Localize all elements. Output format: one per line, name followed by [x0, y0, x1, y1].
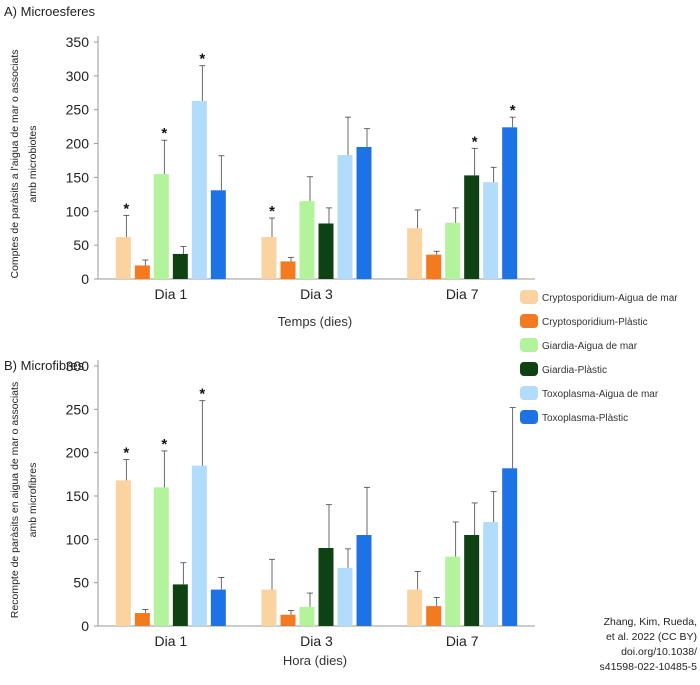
- x-tick-label: Dia 1: [154, 286, 187, 302]
- bar: [407, 228, 423, 279]
- y-tick-label: 150: [66, 169, 90, 185]
- bar: [464, 175, 480, 279]
- bar: [261, 237, 277, 279]
- panel-b-title: B) Microfibres: [4, 358, 85, 373]
- credit-block: Zhang, Kim, Rueda, et al. 2022 (CC BY) d…: [600, 616, 698, 673]
- significance-star: *: [269, 203, 275, 220]
- bar: [356, 146, 372, 279]
- bar: [261, 589, 277, 626]
- bar: [464, 535, 480, 626]
- x-tick-label: Dia 7: [446, 633, 479, 649]
- significance-star: *: [199, 386, 205, 403]
- bar: [115, 237, 131, 279]
- panel-a-title: A) Microesferes: [4, 4, 96, 19]
- credit-line: et al. 2022 (CC BY): [606, 631, 697, 643]
- legend: Cryptosporidium-Aigua de mar Cryptosporid…: [520, 290, 678, 424]
- x-tick-label: Dia 1: [154, 633, 187, 649]
- panel-b-microfibres: B) Microfibres 0 50 100 150 200 250 300 Dia 1 Di…: [4, 358, 535, 668]
- bar: [153, 174, 169, 279]
- legend-swatch: [520, 410, 538, 424]
- bar: [337, 567, 353, 626]
- credit-line: Zhang, Kim, Rueda,: [604, 616, 697, 628]
- bar: [318, 223, 334, 279]
- bar: [426, 606, 442, 626]
- y-tick-label: 150: [66, 488, 90, 504]
- bar: [299, 201, 315, 279]
- panel-a-ylabel-line-2: amb microbiotes: [27, 125, 39, 202]
- legend-label: Toxoplasma-Plàstic: [542, 413, 628, 424]
- panel-a-xlabel: Temps (dies): [278, 314, 352, 329]
- credit-line: doi.org/10.1038/: [621, 646, 697, 658]
- bar: [337, 155, 353, 279]
- significance-star: *: [161, 436, 167, 453]
- y-tick-label: 100: [66, 203, 90, 219]
- significance-star: *: [123, 445, 129, 462]
- legend-label: Cryptosporidium-Plàstic: [542, 317, 648, 328]
- bar: [445, 222, 461, 279]
- y-tick-label: 50: [73, 237, 89, 253]
- legend-label: Cryptosporidium-Aigua de mar: [542, 293, 678, 304]
- bar: [210, 589, 226, 626]
- panel-b-ylabel-line-2: amb microfibres: [27, 463, 39, 538]
- bar: [210, 190, 226, 279]
- y-tick-label: 250: [66, 102, 90, 118]
- x-tick-label: Dia 3: [300, 286, 333, 302]
- bar: [299, 606, 315, 626]
- bar: [318, 548, 334, 626]
- bar: [502, 468, 518, 626]
- legend-swatch: [520, 290, 538, 304]
- bar: [280, 261, 296, 279]
- bar: [407, 589, 423, 626]
- bar: [426, 254, 442, 279]
- legend-swatch: [520, 386, 538, 400]
- legend-label: Giardia-Plàstic: [542, 365, 607, 376]
- panel-a-ylabel-line-1: Comptes de paràsits a l'aigua de mar o a…: [9, 49, 21, 278]
- legend-swatch: [520, 362, 538, 376]
- legend-label: Toxoplasma-Aigua de mar: [542, 389, 659, 400]
- bar: [115, 480, 131, 626]
- significance-star: *: [472, 133, 478, 150]
- x-tick-label: Dia 7: [446, 286, 479, 302]
- bar: [191, 100, 207, 279]
- legend-label: Giardia-Aigua de mar: [542, 341, 638, 352]
- bar: [445, 556, 461, 626]
- x-tick-label: Dia 3: [300, 633, 333, 649]
- bar: [134, 613, 150, 626]
- bar: [172, 253, 188, 279]
- bar: [172, 584, 188, 626]
- panel-b-xlabel: Hora (dies): [283, 653, 347, 668]
- bar: [483, 182, 499, 279]
- significance-star: *: [161, 125, 167, 142]
- bar: [356, 535, 372, 626]
- bar: [280, 614, 296, 626]
- bar: [502, 127, 518, 279]
- y-tick-label: 300: [66, 68, 90, 84]
- y-tick-label: 0: [81, 618, 89, 634]
- bar: [191, 465, 207, 626]
- y-tick-label: 200: [66, 136, 90, 152]
- legend-swatch: [520, 338, 538, 352]
- y-tick-label: 100: [66, 531, 90, 547]
- y-tick-label: 0: [81, 271, 89, 287]
- legend-swatch: [520, 314, 538, 328]
- y-tick-label: 350: [66, 34, 90, 50]
- credit-line: s41598-022-10485-5: [600, 661, 698, 673]
- y-tick-label: 250: [66, 401, 90, 417]
- panel-b-ylabel-line-1: Recompte de paràsits en aigua de mar o a…: [9, 382, 21, 618]
- bar: [134, 265, 150, 279]
- y-tick-label: 50: [73, 575, 89, 591]
- y-tick-label: 200: [66, 445, 90, 461]
- panel-a-microesferes: A) Microesferes 0 50 100 150 200 250 300 350 Dia…: [4, 4, 535, 329]
- significance-star: *: [199, 51, 205, 68]
- significance-star: *: [510, 102, 516, 119]
- y-tick-label: 300: [66, 358, 90, 374]
- bar: [483, 522, 499, 626]
- significance-star: *: [123, 200, 129, 217]
- bar: [153, 487, 169, 626]
